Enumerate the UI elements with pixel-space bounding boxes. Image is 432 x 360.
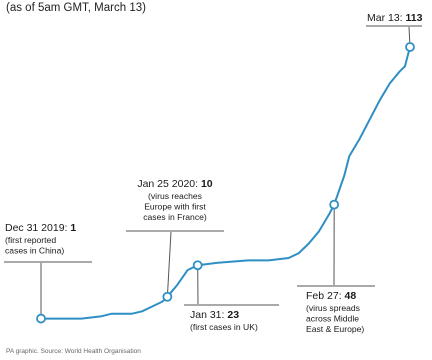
callout-note: cases in China)	[5, 246, 64, 256]
data-point-marker	[162, 291, 173, 302]
callout-heading: Mar 13: 113	[367, 12, 423, 24]
callout-note: East & Europe)	[306, 324, 364, 334]
callout-value: 48	[345, 290, 357, 302]
callout-date: Dec 31 2019:	[5, 222, 70, 234]
series-line	[40, 46, 411, 320]
callout: Jan 31: 23(first cases in UK)	[190, 309, 258, 332]
callout-date: Feb 27:	[306, 290, 345, 302]
callout-date: Jan 25 2020:	[137, 178, 201, 190]
callout-value: 1	[70, 222, 76, 234]
chart-subtitle: (as of 5am GMT, March 13)	[6, 2, 146, 14]
data-point-marker	[329, 199, 340, 210]
source-note: PA graphic. Source: World Health Organis…	[6, 348, 141, 355]
callout-note: across Middle	[306, 314, 359, 324]
callout-note: (virus spreads	[306, 303, 360, 313]
callout-leader	[166, 231, 172, 297]
callout-note: (first reported	[5, 235, 56, 245]
callout-value: 23	[227, 309, 239, 321]
callout-date: Jan 31:	[190, 309, 227, 321]
callout-leaders	[4, 25, 422, 319]
data-point-marker	[405, 42, 415, 52]
callout-heading: Feb 27: 48	[306, 290, 356, 302]
callout-heading: Dec 31 2019: 1	[5, 222, 76, 234]
callout-note: (first cases in UK)	[190, 322, 258, 332]
callout-date: Mar 13:	[367, 12, 406, 24]
callout-heading: Jan 31: 23	[190, 309, 239, 321]
point-markers	[36, 42, 415, 324]
callout-value: 113	[406, 12, 423, 24]
callout-heading: Jan 25 2020: 10	[137, 178, 212, 190]
callout-note: Europe with first	[144, 202, 206, 212]
data-point-marker	[192, 260, 203, 271]
callout-value: 10	[201, 178, 213, 190]
callout: Mar 13: 113	[367, 12, 423, 24]
data-point-marker	[36, 313, 46, 324]
callout-note: cases in France)	[143, 212, 207, 222]
callout-note: (virus reaches	[148, 191, 202, 201]
